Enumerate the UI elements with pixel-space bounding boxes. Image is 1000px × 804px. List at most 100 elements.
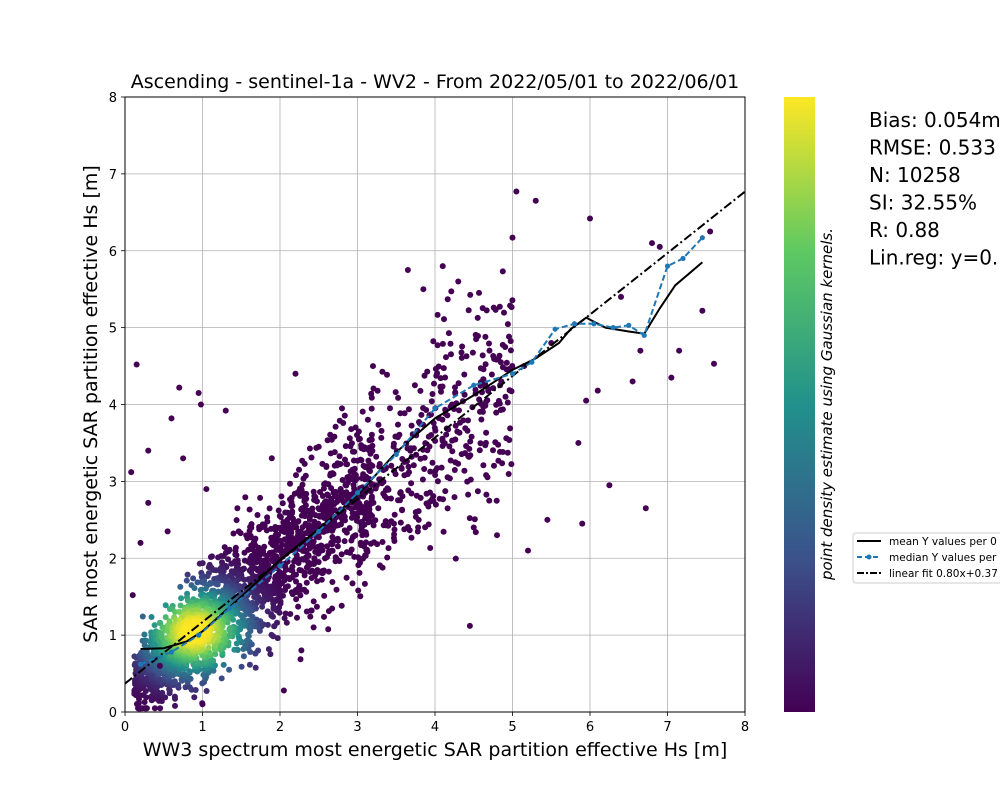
density-point xyxy=(456,407,462,414)
density-point xyxy=(430,338,437,345)
outlier-point xyxy=(711,360,717,367)
density-point xyxy=(398,465,405,472)
x-tick-label: 2 xyxy=(276,720,284,735)
density-point xyxy=(355,436,362,443)
density-point xyxy=(246,528,253,534)
density-point xyxy=(348,514,355,521)
density-point xyxy=(324,437,331,444)
density-point xyxy=(408,422,415,429)
density-point xyxy=(191,694,198,701)
density-point xyxy=(164,628,171,635)
density-point xyxy=(455,380,462,387)
density-point xyxy=(346,435,353,442)
density-point xyxy=(506,387,513,394)
y-tick-label: 8 xyxy=(109,91,117,106)
density-point xyxy=(366,437,373,444)
density-point xyxy=(376,562,383,569)
median-series-marker xyxy=(664,263,671,269)
x-tick-label: 5 xyxy=(508,720,516,735)
density-point xyxy=(318,576,325,583)
outlier-point xyxy=(195,389,202,396)
density-point xyxy=(298,647,305,654)
density-point xyxy=(142,688,149,694)
density-point xyxy=(238,663,245,670)
density-point xyxy=(339,477,346,483)
density-point xyxy=(452,384,458,391)
density-point xyxy=(359,408,366,415)
stats-line: RMSE: 0.533 xyxy=(869,136,996,160)
density-point xyxy=(362,464,368,470)
density-point xyxy=(404,445,411,452)
density-point xyxy=(172,702,178,709)
density-point xyxy=(452,459,459,466)
density-point xyxy=(270,605,277,612)
stats-line: R: 0.88 xyxy=(869,218,940,242)
outlier-point xyxy=(439,263,446,270)
density-point xyxy=(392,471,399,478)
density-point xyxy=(418,411,425,418)
density-point xyxy=(458,349,465,356)
density-point xyxy=(448,351,454,358)
density-point xyxy=(343,574,350,581)
density-point xyxy=(464,478,471,485)
density-point xyxy=(177,583,184,590)
density-point xyxy=(274,635,281,642)
density-point xyxy=(434,342,441,349)
density-point xyxy=(278,527,285,534)
density-point xyxy=(194,579,201,586)
stats-line: Lin.reg: y=0. xyxy=(869,246,998,270)
density-point xyxy=(240,646,247,652)
density-point xyxy=(226,666,233,673)
density-point xyxy=(316,506,323,513)
density-point xyxy=(200,671,207,678)
density-point xyxy=(303,608,310,615)
outlier-point xyxy=(203,486,210,493)
density-point xyxy=(143,705,150,712)
median-series-marker xyxy=(641,332,647,338)
density-point xyxy=(312,512,319,519)
density-point xyxy=(142,637,149,644)
density-point xyxy=(449,448,456,455)
y-tick-label: 2 xyxy=(109,552,117,567)
density-point xyxy=(323,464,330,470)
density-point xyxy=(288,503,295,509)
outlier-point xyxy=(637,347,644,354)
density-point xyxy=(338,602,345,609)
density-point xyxy=(493,409,500,416)
density-point xyxy=(405,487,412,494)
density-point xyxy=(447,340,454,347)
density-point xyxy=(361,580,368,587)
median-series-marker xyxy=(591,321,597,327)
density-point xyxy=(244,535,251,542)
density-point xyxy=(434,311,441,318)
x-tick-label: 8 xyxy=(741,720,749,735)
median-series-marker xyxy=(699,235,705,241)
density-point xyxy=(358,445,365,452)
density-point xyxy=(504,399,511,406)
density-point xyxy=(328,485,335,492)
density-point xyxy=(364,416,371,423)
outlier-point xyxy=(676,347,683,354)
density-point xyxy=(319,493,326,499)
density-point xyxy=(221,544,228,551)
density-point xyxy=(210,567,217,573)
density-point xyxy=(344,474,351,481)
outlier-point xyxy=(292,370,299,377)
density-point xyxy=(479,352,486,359)
density-point xyxy=(463,443,470,449)
density-point xyxy=(202,585,209,592)
density-point xyxy=(388,495,394,502)
density-point xyxy=(300,475,307,482)
density-point xyxy=(283,619,290,626)
density-point xyxy=(399,507,406,514)
density-point xyxy=(412,513,419,520)
density-point xyxy=(395,497,401,504)
density-point xyxy=(509,297,516,304)
density-point xyxy=(212,651,219,658)
median-series-marker xyxy=(471,382,477,388)
density-point xyxy=(334,543,341,550)
median-series-marker xyxy=(227,605,233,611)
density-point xyxy=(357,593,364,600)
density-point xyxy=(468,433,475,440)
density-point xyxy=(448,288,455,295)
